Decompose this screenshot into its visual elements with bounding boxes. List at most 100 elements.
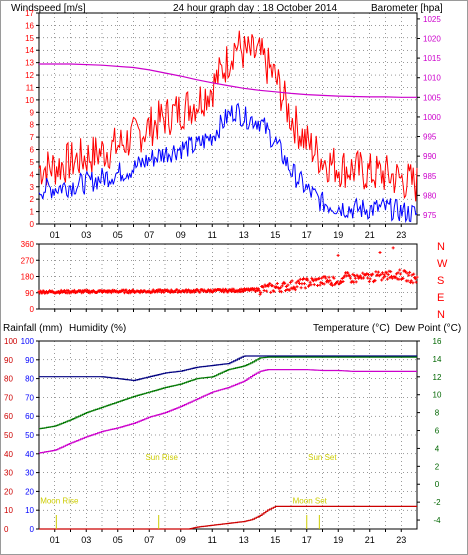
compass-letter-e: E bbox=[437, 292, 444, 304]
direction-point bbox=[226, 290, 230, 294]
humidity-line bbox=[39, 355, 417, 382]
direction-point bbox=[284, 285, 288, 289]
temperature-ytick-label: 14 bbox=[433, 355, 442, 364]
temperature-ytick-label: 8 bbox=[435, 409, 440, 418]
dewpoint-axis-title: Dew Point (°C) bbox=[395, 323, 461, 334]
wind-ytick-label: 0 bbox=[30, 220, 35, 229]
direction-point bbox=[330, 281, 334, 285]
direction-point bbox=[288, 288, 292, 292]
direction-point bbox=[412, 272, 416, 276]
wind-ytick-label: 12 bbox=[25, 71, 34, 80]
event-label-moon-set: Moon Set bbox=[293, 496, 328, 505]
rainfall-ytick-label: 100 bbox=[4, 337, 18, 346]
climate-panel-xtick-label: 21 bbox=[365, 535, 375, 545]
baro-ytick-label: 1005 bbox=[423, 93, 441, 102]
climate-panel-xtick-label: 15 bbox=[270, 535, 280, 545]
temperature-ytick-label: -2 bbox=[433, 498, 441, 507]
wind-panel-xtick-label: 03 bbox=[81, 230, 91, 240]
direction-point bbox=[318, 283, 322, 287]
direction-point bbox=[67, 289, 71, 293]
wind-panel-plot-frame bbox=[38, 12, 418, 225]
direction-point bbox=[389, 270, 393, 274]
direction-point bbox=[386, 273, 390, 277]
wind-panel-xtick-label: 09 bbox=[176, 230, 186, 240]
direction-ytick-label: 0 bbox=[30, 305, 35, 314]
direction-point bbox=[383, 274, 387, 278]
temperature-ytick-label: 0 bbox=[435, 480, 440, 489]
windspeed-average-line bbox=[38, 102, 418, 224]
direction-point bbox=[312, 283, 316, 287]
rainfall-axis-title: Rainfall (mm) bbox=[3, 323, 62, 334]
humidity-ytick-label: 50 bbox=[25, 431, 34, 440]
direction-point bbox=[256, 287, 260, 291]
direction-point bbox=[286, 283, 290, 287]
direction-point bbox=[219, 288, 223, 292]
direction-point bbox=[316, 284, 320, 288]
direction-point bbox=[124, 288, 128, 292]
direction-point bbox=[379, 273, 383, 277]
wind-panel-xtick-label: 17 bbox=[302, 230, 312, 240]
direction-ytick-label: 180 bbox=[21, 273, 35, 282]
humidity-ytick-label: 70 bbox=[25, 393, 34, 402]
direction-ytick-label: 90 bbox=[25, 289, 34, 298]
direction-point bbox=[315, 277, 319, 281]
direction-point bbox=[308, 280, 312, 284]
direction-point bbox=[319, 280, 323, 284]
direction-point bbox=[410, 273, 414, 277]
direction-point bbox=[398, 268, 402, 272]
humidity-ytick-label: 90 bbox=[25, 356, 34, 365]
baro-ytick-label: 1010 bbox=[423, 74, 441, 83]
rainfall-ytick-label: 70 bbox=[4, 393, 13, 402]
wind-ytick-label: 9 bbox=[30, 108, 35, 117]
wind-panel-xtick-label: 19 bbox=[333, 230, 343, 240]
climate-panel-xtick-label: 17 bbox=[302, 535, 312, 545]
direction-point bbox=[413, 277, 417, 281]
direction-point bbox=[81, 290, 85, 294]
temperature-line bbox=[39, 356, 417, 430]
direction-point bbox=[408, 270, 412, 274]
compass-letter-n: N bbox=[437, 309, 445, 321]
direction-ytick-label: 360 bbox=[21, 240, 35, 249]
wind-ytick-label: 2 bbox=[30, 195, 35, 204]
humidity-ytick-label: 60 bbox=[25, 412, 34, 421]
baro-ytick-label: 1020 bbox=[423, 34, 441, 43]
wind-ytick-label: 6 bbox=[30, 146, 35, 155]
direction-point bbox=[366, 276, 370, 280]
wind-ytick-label: 15 bbox=[25, 34, 34, 43]
direction-point bbox=[290, 279, 294, 283]
direction-point bbox=[368, 277, 372, 281]
direction-point bbox=[57, 289, 61, 293]
direction-point bbox=[348, 276, 352, 280]
temperature-ytick-label: 6 bbox=[435, 427, 440, 436]
direction-point bbox=[59, 288, 63, 292]
temperature-ytick-label: 4 bbox=[435, 444, 440, 453]
direction-point bbox=[238, 288, 242, 292]
direction-point bbox=[132, 289, 135, 293]
compass-letter-n: N bbox=[437, 241, 445, 253]
direction-point bbox=[175, 288, 179, 292]
wind-ytick-label: 16 bbox=[25, 21, 34, 30]
direction-point bbox=[323, 274, 327, 278]
humidity-ytick-label: 40 bbox=[25, 450, 34, 459]
direction-point bbox=[380, 271, 384, 275]
rainfall-ytick-label: 20 bbox=[4, 487, 13, 496]
direction-point bbox=[380, 278, 384, 282]
direction-point bbox=[335, 280, 339, 284]
direction-point bbox=[257, 289, 261, 293]
direction-point bbox=[279, 286, 283, 290]
wind-panel-xtick-label: 21 bbox=[365, 230, 375, 240]
direction-point bbox=[326, 280, 330, 284]
direction-point bbox=[280, 284, 284, 288]
rainfall-line bbox=[39, 505, 417, 530]
rainfall-ytick-label: 90 bbox=[4, 356, 13, 365]
climate-panel-xtick-label: 19 bbox=[333, 535, 343, 545]
direction-point bbox=[371, 272, 375, 276]
climate-panel-xtick-label: 01 bbox=[50, 535, 60, 545]
wind-ytick-label: 13 bbox=[25, 59, 34, 68]
direction-point bbox=[169, 288, 173, 292]
climate-panel-xtick-label: 13 bbox=[239, 535, 249, 545]
wind-ytick-label: 1 bbox=[30, 208, 35, 217]
direction-point bbox=[277, 287, 281, 291]
